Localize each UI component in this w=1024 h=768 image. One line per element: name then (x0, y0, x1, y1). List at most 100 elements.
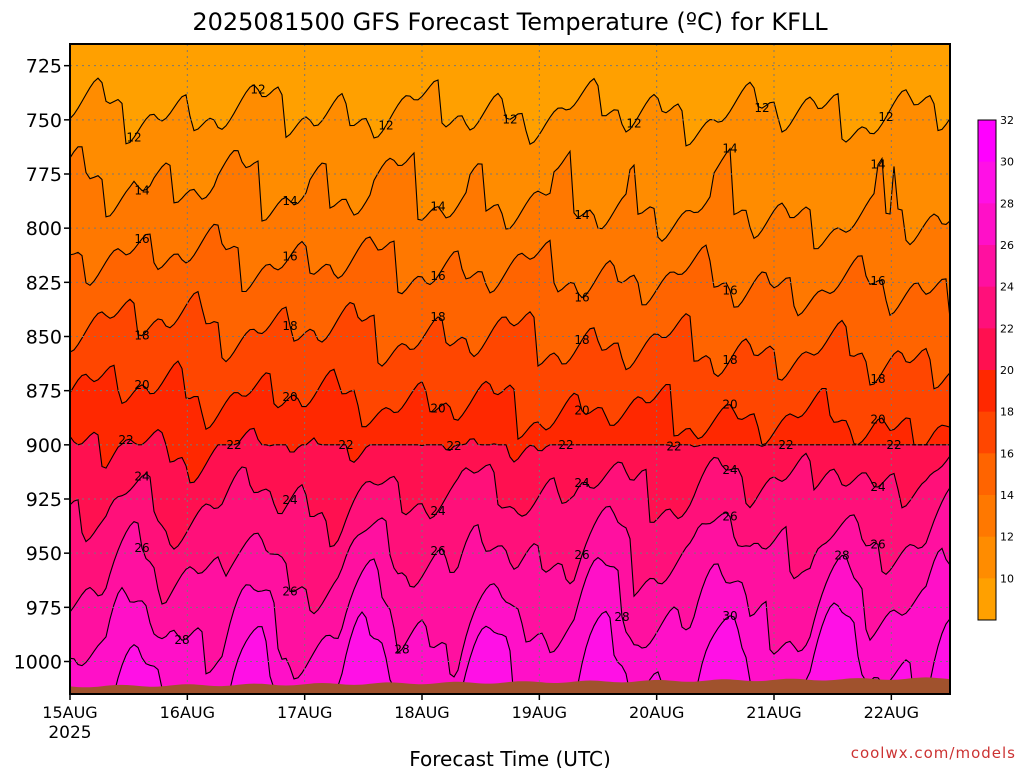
contour-label: 22 (666, 440, 681, 454)
colorbar-frame (977, 119, 997, 621)
colorbar-tick-label: 20 (1000, 364, 1014, 377)
colorbar-tick-label: 26 (1000, 239, 1014, 252)
colorbar-swatch (978, 536, 996, 579)
contour-label: 22 (338, 438, 353, 452)
y-tick-label: 900 (26, 435, 62, 457)
contour-label: 22 (226, 438, 241, 452)
contour-label: 16 (282, 249, 297, 263)
contour-label: 16 (430, 269, 445, 283)
contour-label: 24 (134, 469, 149, 483)
colorbar-swatch (978, 453, 996, 496)
y-tick-label: 725 (26, 56, 62, 78)
colorbar-swatch (978, 411, 996, 454)
contour-line-18 (70, 290, 950, 390)
colorbar-tick-label: 16 (1000, 447, 1014, 460)
contour-label: 16 (574, 291, 589, 305)
contour-label: 20 (574, 404, 589, 418)
contour-line-12 (70, 77, 950, 147)
contour-label: 26 (282, 584, 297, 598)
contour-label: 14 (430, 200, 445, 214)
contour-line-16 (70, 223, 950, 319)
colorbar-swatch (978, 495, 996, 538)
contour-label: 26 (134, 541, 149, 555)
contour-label: 14 (574, 208, 589, 222)
contour-line-14 (70, 146, 950, 250)
chart-title: 2025081500 GFS Forecast Temperature (ºC)… (192, 8, 828, 36)
contour-line-28 (70, 547, 950, 680)
contour-label: 26 (870, 537, 885, 551)
colorbar-swatch (978, 203, 996, 246)
contour-label: 14 (134, 184, 149, 198)
colorbar-tick-label: 14 (1000, 489, 1014, 502)
colorbar-swatch (978, 245, 996, 288)
watermark: coolwx.com/models (850, 744, 1016, 762)
colorbar-swatch (978, 120, 996, 163)
contour-label: 18 (722, 353, 737, 367)
contour-label: 26 (722, 510, 737, 524)
colorbar-tick-label: 32 (1000, 114, 1014, 127)
contour-label: 28 (174, 633, 189, 647)
x-tick-label: 18AUG (394, 703, 449, 722)
contour-label: 22 (778, 438, 793, 452)
colorbar-tick-label: 22 (1000, 322, 1014, 335)
surface-ground (70, 677, 950, 694)
contour-label: 12 (878, 110, 893, 124)
contour-label: 14 (722, 142, 737, 156)
contour-label: 12 (378, 119, 393, 133)
contour-label: 18 (282, 319, 297, 333)
y-tick-label: 750 (26, 110, 62, 132)
x-tick-label: 22AUG (864, 703, 919, 722)
contour-label: 14 (870, 158, 885, 172)
contour-label: 20 (722, 398, 737, 412)
y-tick-label: 825 (26, 272, 62, 294)
x-tick-label: 20AUG (629, 703, 684, 722)
colorbar: 10 12 14 16 18 20 22 24 26 28 30 32 (977, 114, 1014, 621)
colorbar-swatch (978, 370, 996, 413)
contour-label: 16 (870, 274, 885, 288)
contour-label: 12 (754, 101, 769, 115)
contour-label: 24 (574, 476, 589, 490)
y-tick-label: 775 (26, 164, 62, 186)
contour-label: 24 (870, 480, 885, 494)
x-tick-label: 17AUG (277, 703, 332, 722)
colorbar-tick-label: 28 (1000, 197, 1014, 210)
plot-frame (69, 43, 951, 695)
colorbar-tick-label: 24 (1000, 281, 1014, 294)
contour-label: 28 (614, 610, 629, 624)
contour-label: 24 (722, 463, 737, 477)
contour-label: 26 (574, 548, 589, 562)
contour-label: 18 (574, 333, 589, 347)
y-tick-label: 975 (26, 597, 62, 619)
y-tick-label: 1000 (14, 652, 62, 674)
y-tick-label: 800 (26, 218, 62, 240)
contour-label: 20 (282, 390, 297, 404)
contour-label: 22 (118, 433, 133, 447)
contour-label: 12 (126, 130, 141, 144)
y-tick-label: 875 (26, 381, 62, 403)
contour-label: 12 (626, 117, 641, 131)
contour-label: 16 (722, 284, 737, 298)
temp-band-30 (113, 603, 950, 694)
y-tick-label: 850 (26, 327, 62, 349)
contour-label: 16 (134, 232, 149, 246)
x-tick-label: 19AUG (512, 703, 567, 722)
x-tick-label: 15AUG (42, 703, 97, 722)
colorbar-tick-label: 30 (1000, 156, 1014, 169)
contour-label: 12 (502, 112, 517, 126)
x-tick-label: 21AUG (746, 703, 801, 722)
contour-label: 24 (282, 493, 297, 507)
contour-label: 18 (134, 329, 149, 343)
contour-label: 28 (394, 642, 409, 656)
contour-line-24 (70, 452, 950, 550)
colorbar-tick-label: 10 (1000, 572, 1014, 585)
contour-label: 20 (870, 413, 885, 427)
colorbar-swatch (978, 161, 996, 204)
plot-area: 12 12 12 12 12 12 12 14 14 14 14 14 14 16 16 16 16 16 16 18… (70, 44, 950, 694)
y-tick-label: 925 (26, 489, 62, 511)
x-tick-label: 16AUG (160, 703, 215, 722)
contour-label: 18 (430, 310, 445, 324)
colorbar-swatch (978, 578, 996, 621)
contour-label: 22 (886, 438, 901, 452)
contour-label: 28 (834, 549, 849, 563)
